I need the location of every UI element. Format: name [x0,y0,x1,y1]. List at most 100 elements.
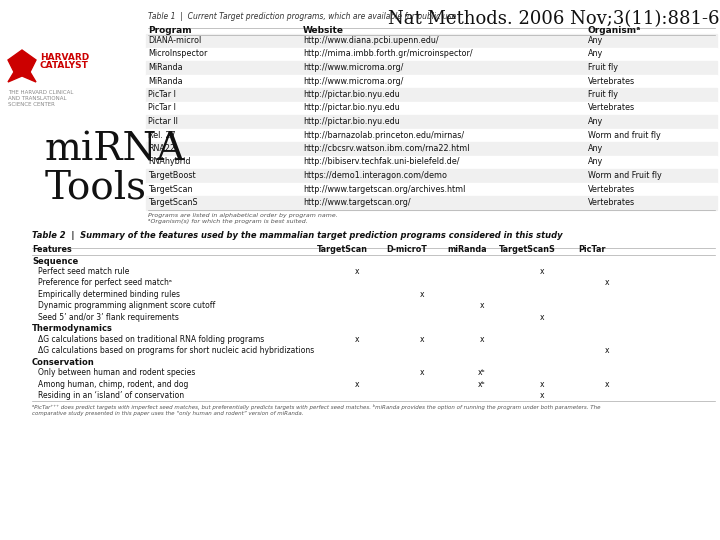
Bar [146,61,717,75]
Text: http://www.microma.org/: http://www.microma.org/ [303,63,403,72]
Text: TargetScan: TargetScan [317,246,367,254]
Text: Nat Methods. 2006 Nov;3(11):881-6: Nat Methods. 2006 Nov;3(11):881-6 [389,10,720,28]
Bar [146,142,717,156]
Text: Features: Features [32,246,72,254]
Text: Fruit fly: Fruit fly [588,63,618,72]
Text: x: x [355,380,359,389]
Text: x: x [355,335,359,343]
Text: D-microT: D-microT [387,246,428,254]
Text: CATALYST: CATALYST [40,62,89,71]
Text: Vertebrates: Vertebrates [588,77,635,85]
Text: Vertebrates: Vertebrates [588,198,635,207]
Text: xᵇ: xᵇ [478,380,486,389]
Text: http://cbcsrv.watson.ibm.com/rna22.html: http://cbcsrv.watson.ibm.com/rna22.html [303,144,469,153]
Text: HARVARD: HARVARD [40,53,89,63]
Text: x: x [605,380,609,389]
Text: AND TRANSLATIONAL: AND TRANSLATIONAL [8,96,66,101]
Text: miRNA: miRNA [45,132,186,168]
Text: Tools: Tools [45,170,147,206]
Text: Worm and fruit fly: Worm and fruit fly [588,131,661,139]
Text: x: x [540,313,544,322]
Text: Residing in an ‘island’ of conservation: Residing in an ‘island’ of conservation [38,391,184,400]
Text: PicTar I: PicTar I [148,90,176,99]
Text: MiRanda: MiRanda [148,63,183,72]
Text: DIANA-microI: DIANA-microI [148,36,202,45]
Text: http://bibiserv.techfak.uni-bielefeld.de/: http://bibiserv.techfak.uni-bielefeld.de… [303,158,459,166]
Text: Vertebrates: Vertebrates [588,185,635,193]
Text: http://mima.imbb.forth.gr/microinspector/: http://mima.imbb.forth.gr/microinspector… [303,50,472,58]
Bar [146,196,717,210]
Text: x: x [420,335,424,343]
Text: miRanda: miRanda [447,246,487,254]
Text: TargetBoost: TargetBoost [148,171,196,180]
Text: x: x [480,301,485,310]
Text: Table 2  |  Summary of the features used by the mammalian target prediction prog: Table 2 | Summary of the features used b… [32,232,562,240]
Bar [146,129,717,142]
Text: MiRanda: MiRanda [148,77,183,85]
Text: Thermodynamics: Thermodynamics [32,325,113,333]
Bar [146,102,717,115]
Text: x: x [480,335,485,343]
Text: x: x [420,290,424,299]
Text: Programs are listed in alphabetical order by program name.: Programs are listed in alphabetical orde… [148,213,338,218]
Text: Dynamic programming alignment score cutoff: Dynamic programming alignment score cuto… [38,301,215,310]
Text: xᵇ: xᵇ [478,368,486,377]
Text: Any: Any [588,36,603,45]
Text: Organismᵃ: Organismᵃ [588,26,642,35]
Text: RNAhybrid: RNAhybrid [148,158,191,166]
Text: Any: Any [588,144,603,153]
Text: PicTar I: PicTar I [148,104,176,112]
Text: ᵃPicTar⁺⁺⁺ does predict targets with imperfect seed matches, but preferentially : ᵃPicTar⁺⁺⁺ does predict targets with imp… [32,403,600,409]
Bar [146,88,717,102]
Bar [146,48,717,61]
Text: x: x [605,278,609,287]
Text: TargetScan: TargetScan [148,185,192,193]
Text: Any: Any [588,50,603,58]
Text: x: x [540,267,544,276]
Text: TargetScanS: TargetScanS [498,246,555,254]
Text: PicTar: PicTar [578,246,606,254]
Text: Pictar II: Pictar II [148,117,178,126]
Text: Perfect seed match rule: Perfect seed match rule [38,267,130,276]
Text: Any: Any [588,158,603,166]
Text: Among human, chimp, rodent, and dog: Among human, chimp, rodent, and dog [38,380,189,389]
Text: SCIENCE CENTER: SCIENCE CENTER [8,102,55,107]
Text: ΔG calculations based on programs for short nucleic acid hybridizations: ΔG calculations based on programs for sh… [38,346,314,355]
Text: Empirically determined binding rules: Empirically determined binding rules [38,290,180,299]
Text: THE HARVARD CLINICAL: THE HARVARD CLINICAL [8,90,73,95]
Text: Fruit fly: Fruit fly [588,90,618,99]
Text: Only between human and rodent species: Only between human and rodent species [38,368,195,377]
Bar [146,183,717,196]
Text: RNA22: RNA22 [148,144,175,153]
Bar [146,156,717,169]
Text: TargetScanS: TargetScanS [148,198,197,207]
Text: http://www.microma.org/: http://www.microma.org/ [303,77,403,85]
Text: https://demo1.interagon.com/demo: https://demo1.interagon.com/demo [303,171,447,180]
Text: Website: Website [303,26,344,35]
Text: http://www.targetscan.org/archives.html: http://www.targetscan.org/archives.html [303,185,465,193]
Text: Any: Any [588,117,603,126]
Text: Worm and Fruit fly: Worm and Fruit fly [588,171,662,180]
Bar [146,34,717,48]
Text: ΔG calculations based on traditional RNA folding programs: ΔG calculations based on traditional RNA… [38,335,264,343]
Text: Program: Program [148,26,192,35]
Text: http://pictar.bio.nyu.edu: http://pictar.bio.nyu.edu [303,104,400,112]
Bar [146,115,717,129]
Text: Seed 5’ and/or 3’ flank requirements: Seed 5’ and/or 3’ flank requirements [38,313,179,322]
Text: Rel. 27: Rel. 27 [148,131,176,139]
Text: http://barnazolab.princeton.edu/mirnas/: http://barnazolab.princeton.edu/mirnas/ [303,131,464,139]
Text: http://pictar.bio.nyu.edu: http://pictar.bio.nyu.edu [303,90,400,99]
Text: http://www.targetscan.org/: http://www.targetscan.org/ [303,198,410,207]
Text: comparative study presented in this paper uses the “only human and rodent” versi: comparative study presented in this pape… [32,410,304,416]
Polygon shape [8,50,36,82]
Text: MicroInspector: MicroInspector [148,50,207,58]
Text: Table 1  |  Current Target prediction programs, which are available for public u: Table 1 | Current Target prediction prog… [148,12,456,21]
Text: x: x [605,346,609,355]
Text: x: x [420,368,424,377]
Bar [146,169,717,183]
Bar [146,75,717,88]
Text: Vertebrates: Vertebrates [588,104,635,112]
Text: http://www.diana.pcbi.upenn.edu/: http://www.diana.pcbi.upenn.edu/ [303,36,438,45]
Text: x: x [540,391,544,400]
Text: Sequence: Sequence [32,256,78,266]
